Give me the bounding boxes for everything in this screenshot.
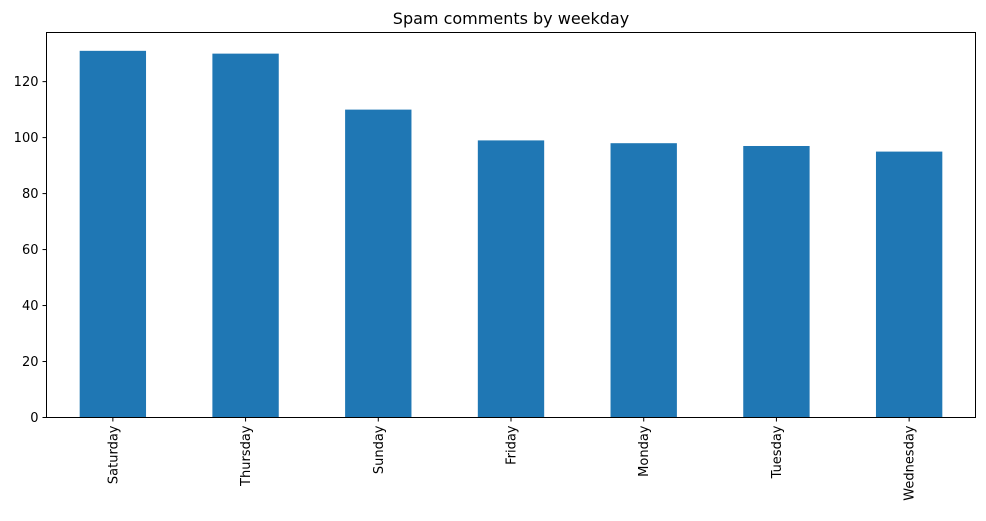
bar-wednesday (875, 151, 943, 418)
y-tick-label: 0 (30, 411, 38, 426)
bar-saturday (79, 50, 147, 418)
y-tick-label: 20 (22, 355, 39, 370)
chart-title: Spam comments by weekday (393, 9, 629, 28)
x-tick-label-thursday: Thursday (239, 425, 254, 487)
x-tick-label-tuesday: Tuesday (770, 425, 785, 479)
bar-friday (477, 140, 545, 418)
x-tick-label-saturday: Saturday (106, 425, 121, 484)
y-axis: 0 20 40 60 80 100 120 (14, 75, 47, 426)
bar-monday (610, 143, 677, 418)
y-tick-label: 80 (22, 187, 39, 202)
x-tick-label-sunday: Sunday (372, 425, 387, 474)
bar-sunday (345, 109, 412, 418)
y-tick-label: 60 (22, 243, 39, 258)
x-tick-label-friday: Friday (505, 425, 520, 465)
y-tick-label: 40 (22, 299, 39, 314)
y-tick-label: 120 (14, 75, 39, 90)
x-axis: Saturday Thursday Sunday Friday Monday Tuesda… (106, 417, 918, 501)
plot-frame (46, 32, 976, 418)
bar-thursday (212, 53, 279, 418)
x-tick-label-monday: Monday (637, 425, 652, 477)
bars-layer (79, 50, 943, 418)
y-tick-label: 100 (14, 131, 39, 146)
bar-tuesday (743, 145, 810, 418)
x-tick-label-wednesday: Wednesday (903, 425, 918, 501)
